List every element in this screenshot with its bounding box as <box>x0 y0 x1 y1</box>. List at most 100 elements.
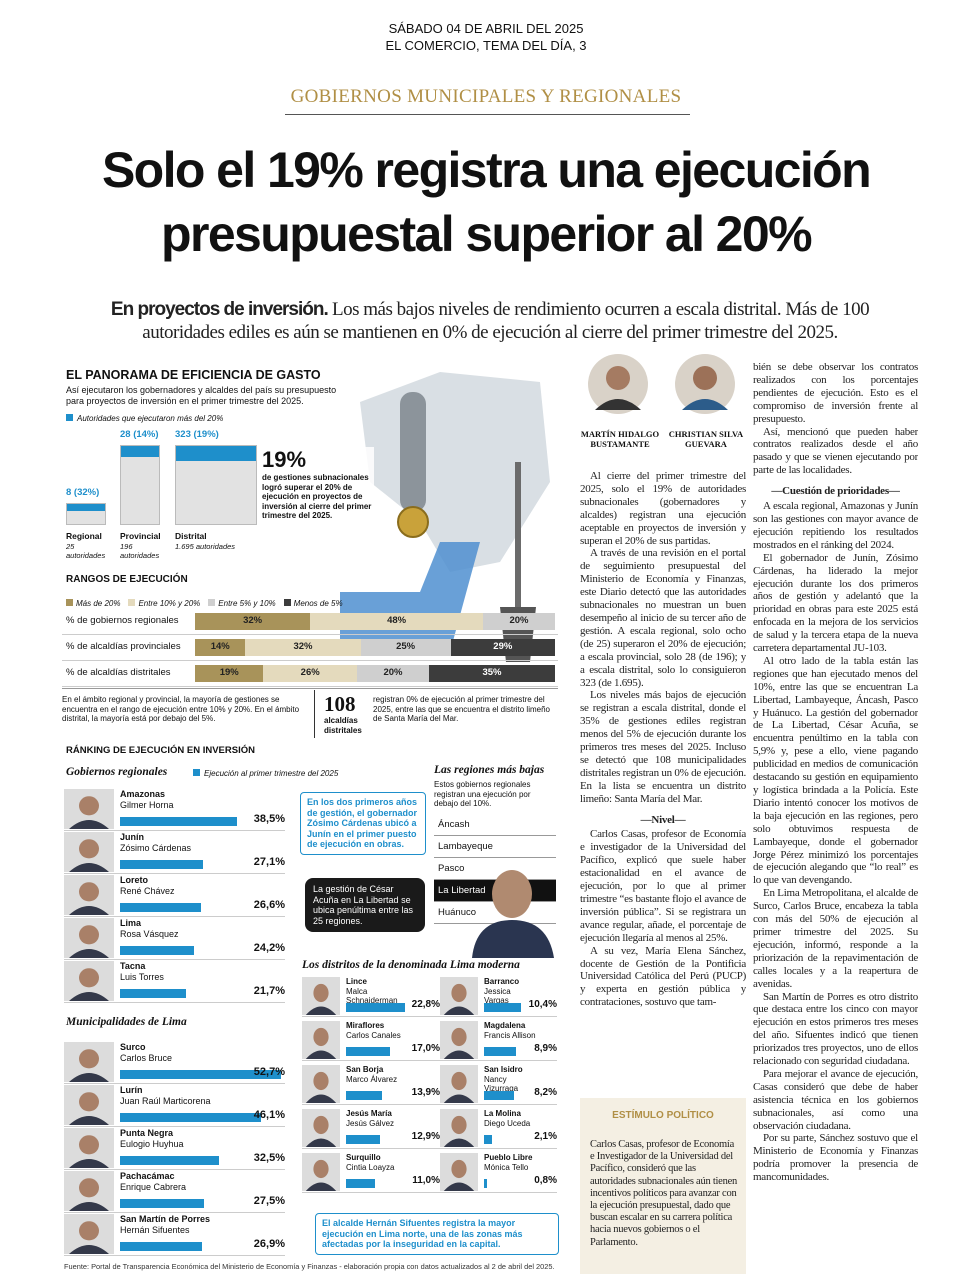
sidebar: ESTÍMULO POLÍTICO Carlos Casas, profesor… <box>580 1098 746 1274</box>
range-segment: 32% <box>245 639 361 656</box>
bar <box>120 1199 204 1208</box>
row-label: % de alcaldías distritales <box>66 667 171 678</box>
level-name: Regional <box>66 531 102 541</box>
suit <box>305 1182 337 1191</box>
level-name: Distrital <box>175 531 207 541</box>
bar <box>346 1047 391 1056</box>
row-rule <box>64 916 285 917</box>
segment-label: 20% <box>509 615 529 626</box>
suit <box>443 1006 475 1015</box>
value-label: 32,5% <box>253 1152 285 1164</box>
author: MARTÍN HIDALGO BUSTAMANTE <box>580 429 660 449</box>
segment-label: 14% <box>210 641 230 652</box>
suit <box>305 1006 337 1015</box>
bar <box>120 1242 203 1251</box>
bar <box>484 1091 514 1100</box>
entity-name: Jesús María <box>346 1109 392 1118</box>
range-segment: 32% <box>195 613 311 630</box>
row-rule <box>440 1060 557 1061</box>
entity-name: Pachacámac <box>120 1171 175 1181</box>
entity-name: Miraflores <box>346 1021 385 1030</box>
face <box>79 882 99 902</box>
value-label: 10,4% <box>528 999 557 1010</box>
bar <box>120 1113 261 1122</box>
suit <box>443 1094 475 1103</box>
segment-label: 35% <box>482 667 502 678</box>
row-rule <box>64 1169 285 1170</box>
entity-name: Lima <box>120 918 142 928</box>
row-rule <box>62 686 558 687</box>
photo <box>64 832 114 872</box>
value-label: 22,8% <box>411 999 440 1010</box>
face <box>492 870 532 918</box>
suit <box>443 1050 475 1059</box>
stat-label: alcaldías distritales <box>324 716 362 735</box>
legend-swatch <box>193 769 200 776</box>
value-label: 8,2% <box>534 1087 557 1098</box>
bar <box>346 1179 375 1188</box>
value-label: 26,6% <box>253 899 285 911</box>
paragraph: Al cierre del primer trimestre del 2025,… <box>580 470 746 547</box>
value-label: 13,9% <box>411 1087 440 1098</box>
face <box>79 1092 99 1112</box>
finger <box>400 392 426 512</box>
person-name: Luis Torres <box>120 972 164 982</box>
note: En el ámbito regional y provincial, la m… <box>62 695 300 723</box>
photo <box>64 1128 114 1168</box>
photo <box>64 918 114 958</box>
range-segment: 29% <box>450 639 555 656</box>
stat-value: 108 <box>324 692 356 716</box>
paragraph: Por su parte, Sánchez sostuvo que el Min… <box>753 1132 918 1184</box>
row-rule <box>302 1192 440 1193</box>
photo <box>302 1021 340 1059</box>
suit <box>69 1116 109 1125</box>
paragraph: En Lima Metropolitana, el alcalde de Sur… <box>753 887 918 990</box>
entity-name: San Borja <box>346 1065 384 1074</box>
range-segment: 19% <box>195 665 264 682</box>
entity-name: Tacna <box>120 961 146 971</box>
legend-text: Ejecución al primer trimestre del 2025 <box>204 769 339 778</box>
suit <box>69 820 109 829</box>
row-rule <box>440 1016 557 1017</box>
entity-name: Junín <box>120 832 144 842</box>
suit <box>69 1245 109 1254</box>
info-legend: Autoridades que ejecutaron más del 20% <box>66 414 223 424</box>
entity-name: Pueblo Libre <box>484 1153 533 1162</box>
paragraph: El gobernador de Junín, Zósimo Cárdenas,… <box>753 551 918 655</box>
bar <box>346 1091 383 1100</box>
photo <box>440 1153 478 1191</box>
range-segment: 48% <box>310 613 483 630</box>
paragraph: A su vez, María Elena Sánchez, docente d… <box>580 944 746 1009</box>
legend-item: Menos de 5% <box>283 599 343 608</box>
legend-text: Autoridades que ejecutaron más del 20% <box>77 414 224 423</box>
value-label: 12,9% <box>411 1131 440 1142</box>
person-name: Jessica Vargas <box>484 987 511 1005</box>
row-rule <box>64 1212 285 1213</box>
section-rule <box>285 114 690 115</box>
segment-label: 26% <box>300 667 320 678</box>
sidebar-title: ESTÍMULO POLÍTICO <box>612 1110 714 1121</box>
paper-info: EL COMERCIO, TEMA DEL DÍA, 3 <box>385 38 587 53</box>
level-bar <box>176 446 256 462</box>
shirt <box>682 399 728 410</box>
face <box>606 366 630 390</box>
subheading: —Cuestión de prioridades— <box>771 485 900 498</box>
row-label: % de alcaldías provinciales <box>66 641 181 652</box>
segment-label: 19% <box>219 667 239 678</box>
photo <box>440 977 478 1015</box>
person-name: Nancy Vizurraga <box>484 1075 519 1093</box>
level-bar <box>121 446 159 458</box>
region-item: Lambayeque <box>434 836 556 858</box>
suit <box>69 1202 109 1211</box>
row-rule <box>64 1126 285 1127</box>
bar <box>484 1135 492 1144</box>
subheading: —Nivel— <box>640 813 686 826</box>
paragraph: Los niveles más bajos de ejecución se re… <box>580 689 746 805</box>
divider <box>314 690 315 738</box>
suit <box>69 1159 109 1168</box>
bar <box>120 1156 220 1165</box>
suit <box>69 1073 109 1082</box>
segment-label: 29% <box>493 641 513 652</box>
level-box <box>120 445 160 525</box>
